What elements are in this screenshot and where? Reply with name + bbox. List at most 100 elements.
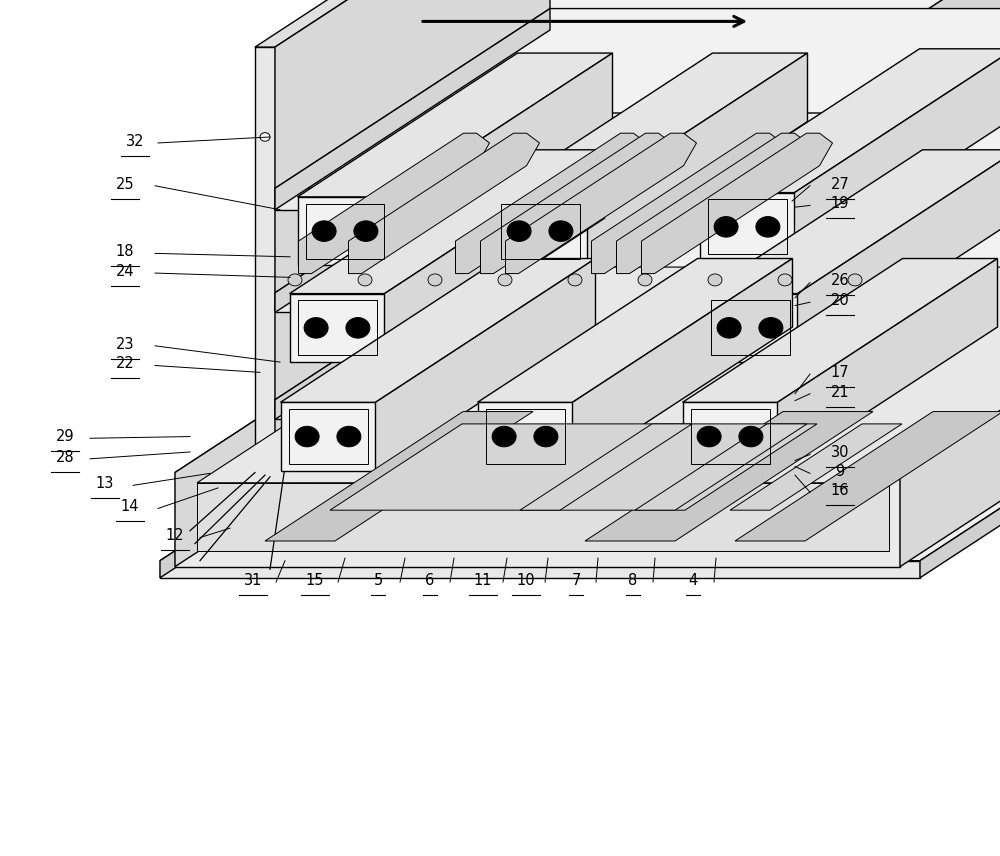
Polygon shape	[298, 134, 490, 274]
Polygon shape	[255, 47, 275, 479]
Circle shape	[428, 274, 442, 286]
Circle shape	[763, 223, 773, 231]
Circle shape	[514, 227, 524, 235]
Polygon shape	[275, 9, 550, 210]
Text: 16: 16	[831, 483, 849, 498]
Polygon shape	[275, 113, 1000, 293]
Polygon shape	[493, 197, 588, 265]
Polygon shape	[275, 220, 1000, 400]
Polygon shape	[160, 345, 1000, 561]
Polygon shape	[384, 150, 604, 362]
Circle shape	[312, 221, 336, 241]
Circle shape	[319, 227, 329, 235]
Text: 8: 8	[628, 573, 638, 588]
Text: 12: 12	[166, 528, 184, 544]
Polygon shape	[275, 113, 550, 312]
Circle shape	[778, 274, 792, 286]
Circle shape	[541, 432, 551, 441]
Circle shape	[288, 274, 302, 286]
Polygon shape	[592, 134, 782, 274]
Text: 14: 14	[121, 499, 139, 514]
Polygon shape	[493, 53, 808, 197]
Polygon shape	[682, 402, 778, 471]
Polygon shape	[270, 47, 870, 107]
Polygon shape	[270, 0, 545, 107]
Polygon shape	[280, 402, 376, 471]
Circle shape	[295, 426, 319, 447]
Circle shape	[638, 274, 652, 286]
Polygon shape	[798, 150, 1000, 362]
Polygon shape	[330, 424, 817, 510]
Polygon shape	[160, 345, 490, 578]
Text: 4: 4	[688, 573, 698, 588]
Polygon shape	[275, 400, 875, 419]
Polygon shape	[265, 412, 533, 541]
Polygon shape	[160, 561, 920, 578]
Polygon shape	[572, 259, 792, 471]
Polygon shape	[197, 267, 1000, 483]
Polygon shape	[478, 402, 572, 471]
Circle shape	[358, 274, 372, 286]
Circle shape	[697, 426, 721, 447]
Polygon shape	[875, 9, 1000, 210]
Polygon shape	[700, 193, 794, 261]
Circle shape	[848, 274, 862, 286]
Text: 11: 11	[474, 573, 492, 588]
Circle shape	[346, 318, 370, 338]
Polygon shape	[735, 412, 1000, 541]
Text: 9: 9	[835, 464, 845, 479]
Polygon shape	[702, 150, 1000, 294]
Polygon shape	[280, 317, 870, 370]
Circle shape	[353, 324, 363, 332]
Text: 5: 5	[373, 573, 383, 588]
Text: 13: 13	[96, 476, 114, 491]
Polygon shape	[175, 473, 900, 567]
Circle shape	[499, 432, 509, 441]
Polygon shape	[175, 257, 1000, 473]
Circle shape	[704, 432, 714, 441]
Circle shape	[717, 318, 741, 338]
Text: 6: 6	[425, 573, 435, 588]
Text: 10: 10	[517, 573, 535, 588]
Text: 20: 20	[831, 293, 849, 308]
Text: 32: 32	[126, 134, 144, 149]
Text: 25: 25	[116, 176, 134, 192]
Polygon shape	[778, 259, 997, 471]
Circle shape	[724, 324, 734, 332]
Text: 18: 18	[116, 244, 134, 259]
Text: 30: 30	[831, 445, 849, 461]
Circle shape	[756, 217, 780, 237]
Text: 23: 23	[116, 336, 134, 352]
Circle shape	[721, 223, 731, 231]
Circle shape	[556, 227, 566, 235]
Text: 31: 31	[244, 573, 262, 588]
Polygon shape	[642, 134, 832, 274]
Polygon shape	[255, 455, 880, 468]
Polygon shape	[702, 294, 798, 362]
Polygon shape	[349, 134, 540, 274]
Polygon shape	[280, 259, 596, 402]
Polygon shape	[635, 424, 807, 510]
Polygon shape	[255, 276, 530, 468]
Polygon shape	[255, 276, 1000, 455]
Polygon shape	[275, 220, 550, 419]
Polygon shape	[290, 294, 384, 362]
Polygon shape	[588, 53, 808, 265]
Circle shape	[361, 227, 371, 235]
Text: 29: 29	[56, 429, 74, 444]
Polygon shape	[480, 134, 672, 274]
Text: 19: 19	[831, 196, 849, 211]
Polygon shape	[920, 345, 1000, 578]
Circle shape	[507, 221, 531, 241]
Text: 22: 22	[116, 356, 134, 372]
Circle shape	[304, 318, 328, 338]
Circle shape	[344, 432, 354, 441]
Polygon shape	[275, 9, 1000, 188]
Circle shape	[714, 217, 738, 237]
Polygon shape	[730, 424, 902, 510]
Text: 17: 17	[831, 365, 849, 380]
Polygon shape	[585, 412, 873, 541]
Circle shape	[549, 221, 573, 241]
Polygon shape	[794, 49, 1000, 261]
Polygon shape	[875, 220, 1000, 419]
